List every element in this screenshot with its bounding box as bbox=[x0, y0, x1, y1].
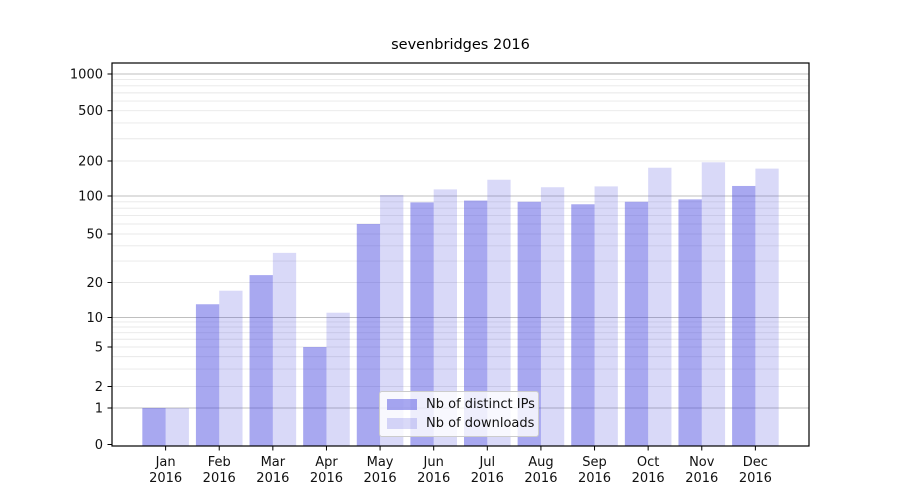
bar-downloads-feb bbox=[219, 290, 243, 446]
x-tick-label-month: Nov bbox=[689, 455, 715, 470]
x-tick-label-year: 2016 bbox=[256, 471, 289, 486]
x-tick-label-year: 2016 bbox=[364, 471, 397, 486]
bar-downloads-sep bbox=[594, 186, 618, 446]
x-tick-label-year: 2016 bbox=[417, 471, 450, 486]
x-tick-label-year: 2016 bbox=[685, 471, 718, 486]
bar-distinct-ips-jul bbox=[464, 200, 488, 446]
x-tick-label-year: 2016 bbox=[471, 471, 504, 486]
x-tick-label-month: Jun bbox=[423, 455, 444, 470]
bar-downloads-apr bbox=[326, 312, 350, 446]
y-tick-label: 100 bbox=[78, 190, 103, 205]
x-tick-label-year: 2016 bbox=[149, 471, 182, 486]
legend: Nb of distinct IPs Nb of downloads bbox=[379, 391, 539, 437]
y-tick-label: 5 bbox=[95, 341, 103, 356]
bar-downloads-jul bbox=[487, 179, 511, 446]
bar-downloads-may bbox=[380, 195, 404, 446]
legend-swatch-distinct-ips bbox=[387, 399, 417, 410]
y-tick-label: 500 bbox=[78, 104, 103, 119]
bar-distinct-ips-feb bbox=[195, 304, 220, 446]
legend-label-distinct-ips: Nb of distinct IPs bbox=[426, 397, 535, 412]
y-tick-label: 200 bbox=[78, 155, 103, 170]
y-tick-label: 1000 bbox=[70, 68, 103, 83]
bar-downloads-dec bbox=[755, 168, 779, 446]
x-tick-label-year: 2016 bbox=[203, 471, 236, 486]
x-tick-label-month: Oct bbox=[637, 455, 659, 470]
bar-distinct-ips-nov bbox=[678, 199, 702, 446]
bar-distinct-ips-jun bbox=[410, 202, 434, 446]
x-tick-label-year: 2016 bbox=[632, 471, 665, 486]
bar-distinct-ips-jan bbox=[142, 408, 166, 446]
legend-label-downloads: Nb of downloads bbox=[426, 416, 535, 431]
x-tick-label-month: Jan bbox=[155, 455, 176, 470]
bar-distinct-ips-sep bbox=[571, 204, 595, 446]
x-tick-label-year: 2016 bbox=[310, 471, 343, 486]
bar-distinct-ips-dec bbox=[732, 185, 756, 446]
bar-downloads-nov bbox=[701, 162, 726, 446]
bar-distinct-ips-oct bbox=[624, 201, 649, 446]
bar-downloads-mar bbox=[272, 252, 297, 446]
x-tick-label-year: 2016 bbox=[739, 471, 772, 486]
legend-item-downloads: Nb of downloads bbox=[387, 416, 538, 431]
bar-distinct-ips-aug bbox=[517, 201, 541, 446]
y-tick-label: 1 bbox=[95, 402, 103, 417]
bar-distinct-ips-apr bbox=[303, 347, 327, 446]
x-tick-label-year: 2016 bbox=[524, 471, 557, 486]
x-tick-label-month: Feb bbox=[208, 455, 231, 470]
plot-border bbox=[111, 62, 810, 447]
y-tick-label: 10 bbox=[86, 311, 103, 326]
x-tick-label-year: 2016 bbox=[578, 471, 611, 486]
x-tick-label-month: Apr bbox=[315, 455, 338, 470]
y-tick-label: 2 bbox=[95, 380, 103, 395]
x-tick-label-month: Jul bbox=[478, 455, 495, 470]
x-tick-label-month: May bbox=[367, 455, 394, 470]
x-tick-label-month: Aug bbox=[528, 455, 553, 470]
legend-item-distinct-ips: Nb of distinct IPs bbox=[387, 397, 538, 412]
bar-distinct-ips-mar bbox=[249, 275, 273, 446]
bar-downloads-oct bbox=[648, 167, 672, 446]
chart-title: sevenbridges 2016 bbox=[391, 37, 530, 53]
y-tick-label: 0 bbox=[95, 438, 103, 453]
legend-swatch-downloads bbox=[387, 418, 417, 429]
bar-distinct-ips-may bbox=[356, 224, 381, 446]
y-tick-label: 20 bbox=[86, 276, 103, 291]
bar-downloads-aug bbox=[540, 187, 565, 446]
x-tick-label-month: Mar bbox=[261, 455, 286, 470]
bar-downloads-jun bbox=[433, 189, 457, 446]
bar-downloads-jan bbox=[165, 408, 189, 446]
x-tick-label-month: Sep bbox=[582, 455, 607, 470]
y-tick-label: 50 bbox=[86, 228, 103, 243]
x-tick-label-month: Dec bbox=[743, 455, 768, 470]
